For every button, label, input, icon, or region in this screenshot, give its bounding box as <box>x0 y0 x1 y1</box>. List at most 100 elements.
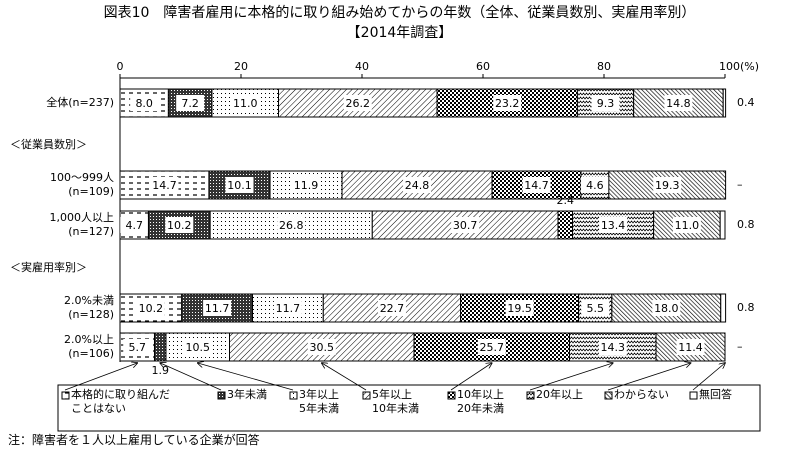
value-label-bg <box>581 300 610 316</box>
value-label: 2.4 <box>557 194 575 207</box>
legend-arrow <box>64 363 137 391</box>
value-label-bg <box>176 95 205 111</box>
y-tick-label: 2.0%未満 (n=128) <box>64 294 114 321</box>
value-label-bg <box>598 339 627 355</box>
value-label: 24.8 <box>405 179 430 192</box>
value-label: 11.0 <box>675 219 700 232</box>
legend-swatch <box>447 391 456 400</box>
legend-label: 本格的に取り組んだ ことはない <box>71 388 170 415</box>
value-label: 9.3 <box>597 97 615 110</box>
value-label: 0.8 <box>737 218 755 231</box>
bar-segment <box>720 293 727 323</box>
value-label-bg <box>652 300 681 316</box>
value-label-bg <box>377 300 406 316</box>
y-tick-label: 全体(n=237) <box>46 96 114 109</box>
legend-box <box>57 384 761 432</box>
y-tick-label: 1,000人以上 (n=127) <box>49 211 115 238</box>
value-label: 7.2 <box>181 97 199 110</box>
value-label: 0.4 <box>737 96 755 109</box>
legend-label: 3年未満 <box>227 388 267 401</box>
value-label-bg <box>150 177 179 193</box>
x-tick-label: 0 <box>117 60 124 73</box>
value-label: 4.7 <box>125 219 143 232</box>
value-label: 11.7 <box>205 302 230 315</box>
value-label: 26.2 <box>346 97 371 110</box>
value-label-bg <box>165 217 194 233</box>
bar-segment <box>611 293 722 323</box>
value-label-bg <box>183 339 212 355</box>
value-label-bg <box>522 177 551 193</box>
value-label: 10.1 <box>227 179 252 192</box>
note: 注：障害者を１人以上雇用している企業が回答 <box>8 433 260 447</box>
x-tick-label: 100(%) <box>719 60 759 73</box>
value-label: 8.0 <box>135 97 153 110</box>
value-label: 5.5 <box>586 302 604 315</box>
value-label-bg <box>676 339 705 355</box>
legend-arrow <box>322 363 367 391</box>
value-label: – <box>737 340 743 353</box>
legend-arrow <box>450 363 492 391</box>
value-label-bg <box>277 217 306 233</box>
legend-label: 無回答 <box>699 388 732 401</box>
value-label: 10.2 <box>167 219 192 232</box>
x-tick-label: 60 <box>476 60 490 73</box>
bar-segment <box>719 210 726 240</box>
legend-label: わからない <box>614 388 669 401</box>
chart-title: 図表10 障害者雇用に本格的に取り組み始めてからの年数（全体、従業員数別、実雇用… <box>103 5 696 21</box>
legend-swatch <box>362 391 371 400</box>
value-label: 25.7 <box>480 341 505 354</box>
bar-segment <box>371 210 559 240</box>
value-label: 18.0 <box>654 302 679 315</box>
value-label: 14.3 <box>601 341 626 354</box>
legend-swatch <box>289 391 298 400</box>
value-label: 30.5 <box>310 341 335 354</box>
value-label: 5.7 <box>128 341 146 354</box>
value-label: 10.2 <box>139 302 164 315</box>
y-tick-label: 100～999人 (n=109) <box>50 171 114 198</box>
value-label-bg <box>136 300 165 316</box>
legend-arrow <box>529 363 613 391</box>
value-label-bg <box>591 95 620 111</box>
value-label-bg <box>477 339 506 355</box>
value-label-bg <box>273 300 302 316</box>
value-label-bg <box>120 217 149 233</box>
legend-label: 20年以上 <box>536 388 583 401</box>
legend-arrow <box>160 363 222 391</box>
value-label: 23.2 <box>495 97 520 110</box>
chart-subtitle: 【2014年調査】 <box>346 25 453 41</box>
y-tick-label: 2.0%以上 (n=106) <box>64 333 114 360</box>
value-label-bg <box>580 177 609 193</box>
value-label-bg <box>292 177 321 193</box>
value-label: 0.8 <box>737 301 755 314</box>
legend-swatch <box>61 391 70 400</box>
value-label: 22.7 <box>380 302 405 315</box>
value-label-bg <box>653 177 682 193</box>
value-label: 10.5 <box>185 341 210 354</box>
bar-segment <box>557 210 574 240</box>
value-label: 11.4 <box>678 341 703 354</box>
value-label-bg <box>225 177 254 193</box>
bar-segment <box>119 170 210 200</box>
value-label: 19.3 <box>655 179 680 192</box>
bar-segment <box>153 332 167 362</box>
legend-swatch <box>689 391 698 400</box>
value-label-bg <box>672 217 701 233</box>
value-label: 26.8 <box>279 219 304 232</box>
bar-segment <box>211 88 280 118</box>
legend-label: 3年以上 5年未満 <box>299 388 339 415</box>
value-label: 30.7 <box>453 219 478 232</box>
value-label: – <box>737 178 743 191</box>
legend-arrow <box>692 363 725 391</box>
legend-label: 5年以上 10年未満 <box>372 388 419 415</box>
legend-swatch <box>604 391 613 400</box>
x-tick-label: 80 <box>597 60 611 73</box>
legend-arrow <box>607 363 691 391</box>
value-label-bg <box>403 177 432 193</box>
value-label-bg <box>203 300 232 316</box>
x-tick-label: 20 <box>234 60 248 73</box>
value-label-bg <box>451 217 480 233</box>
value-label-bg <box>493 95 522 111</box>
value-label-bg <box>123 339 152 355</box>
value-label-bg <box>343 95 372 111</box>
